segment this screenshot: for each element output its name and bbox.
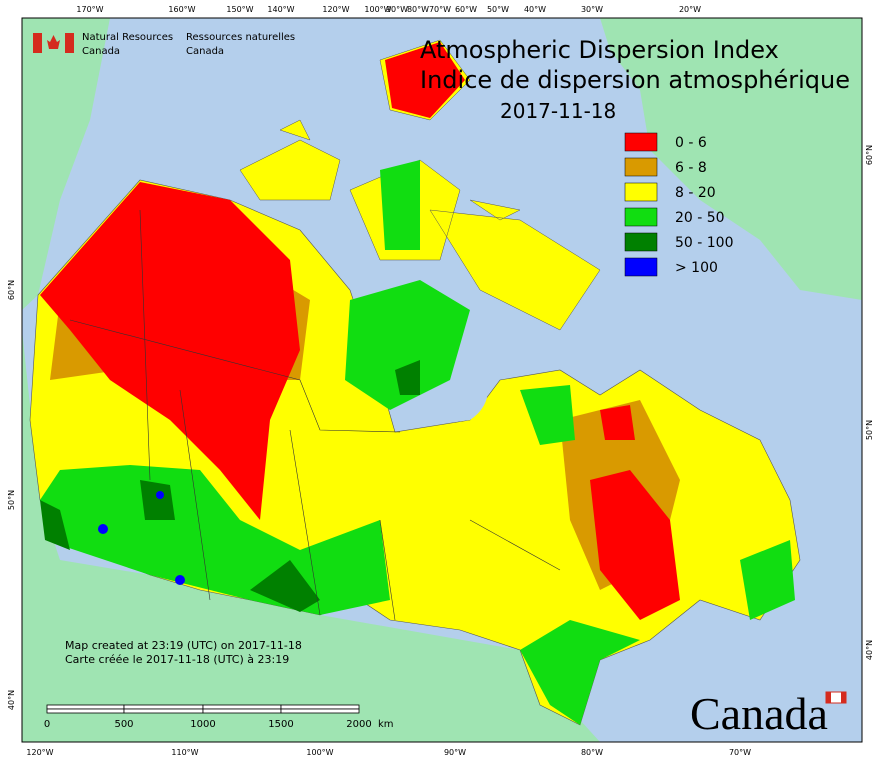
flag-bar [65, 33, 74, 53]
scale-label: 2000 [346, 719, 371, 730]
scale-segment [202, 704, 282, 710]
legend: 0 - 6 6 - 8 8 - 20 20 - 50 50 - 100 > 100 [624, 132, 734, 277]
legend-label: 8 - 20 [675, 185, 716, 201]
latitude-label: 50°N [7, 490, 16, 510]
longitude-label: 100°W [306, 748, 333, 757]
latitude-label: 60°N [865, 145, 874, 165]
latitude-label: 60°N [7, 280, 16, 300]
scale-segment [280, 704, 360, 710]
legend-label: > 100 [675, 260, 718, 276]
legend-label: 20 - 50 [675, 210, 725, 226]
scale-label: 0 [44, 719, 50, 730]
legend-swatch [624, 132, 658, 152]
note: Map created at 23:19 (UTC) on 2017-11-18 [65, 639, 302, 652]
zone-over-100 [98, 524, 108, 534]
map-area [22, 18, 862, 742]
greenland [600, 18, 862, 300]
legend-label: 50 - 100 [675, 235, 734, 251]
scale-label: 1000 [190, 719, 215, 730]
latitude-label: 40°N [865, 640, 874, 660]
longitude-label: 50°W [487, 5, 509, 14]
longitude-label: 140°W [267, 5, 294, 14]
wordmark-flag [826, 692, 831, 703]
legend-swatch [624, 182, 658, 202]
scale-segment [123, 704, 204, 710]
legend-label: 0 - 6 [675, 135, 707, 151]
wordmark-flag [841, 692, 846, 703]
boundaries [69, 209, 561, 621]
note: Carte créée le 2017-11-18 (UTC) à 23:19 [65, 653, 289, 666]
scale-bar: 0 500 1000 1500 2000 km [44, 704, 394, 730]
zone-0-6 [40, 42, 680, 620]
longitude-label: 70°W [429, 5, 451, 14]
longitude-label: 120°W [26, 748, 53, 757]
zone-over-100 [156, 491, 164, 499]
longitude-label: 90°W [444, 748, 466, 757]
agency-fr: Canada [186, 46, 224, 57]
agency-en: Canada [82, 46, 120, 57]
maple-leaf [47, 35, 60, 49]
longitude-label: 100°W [364, 5, 391, 14]
longitude-label: 70°W [729, 748, 751, 757]
scale-segment [280, 708, 360, 714]
longitude-label: 90°W [386, 5, 408, 14]
graticule-labels: 170°W 160°W 150°W 140°W 120°W 100°W90°W80°W 70… [7, 5, 874, 757]
canada-wordmark: Canada [690, 688, 828, 739]
longitude-label: 60°W [455, 5, 477, 14]
wordmark: Canada [690, 688, 847, 739]
title: Atmospheric Dispersion Index [420, 36, 779, 64]
longitude-label: 30°W [581, 5, 603, 14]
legend-swatch [624, 232, 658, 252]
longitude-label: 120°W [322, 5, 349, 14]
frame [21, 17, 863, 743]
scale-segment [46, 708, 125, 714]
legend-label: 6 - 8 [675, 160, 707, 176]
longitude-label: 110°W [171, 748, 198, 757]
longitude-label: 170°W [76, 5, 103, 14]
zone-20-50 [40, 160, 795, 725]
date: 2017-11-18 [500, 99, 616, 123]
agency-block: Natural Resources Canada Ressources natu… [33, 32, 295, 57]
flag-bar [33, 33, 42, 53]
scale-segment [123, 708, 204, 714]
longitude-label: 160°W [168, 5, 195, 14]
latitude-label: 50°N [865, 420, 874, 440]
longitude-label: 80°W [407, 5, 429, 14]
latitude-label: 40°N [7, 690, 16, 710]
scale-segment [202, 708, 282, 714]
legend-swatch [624, 157, 658, 177]
longitude-label: 40°W [524, 5, 546, 14]
scale-label: 500 [114, 719, 133, 730]
scale-label: 1500 [268, 719, 293, 730]
zone-over-100 [175, 575, 185, 585]
alaska [22, 18, 110, 310]
longitude-label: 150°W [226, 5, 253, 14]
title-fr: Indice de dispersion atmosphérique [420, 66, 850, 94]
longitude-label: 20°W [679, 5, 701, 14]
longitude-label: 80°W [581, 748, 603, 757]
usa [22, 330, 600, 742]
scale-unit: km [378, 719, 394, 730]
agency-fr: Ressources naturelles [186, 32, 295, 43]
agency-en: Natural Resources [82, 32, 173, 43]
legend-swatch [624, 257, 658, 277]
legend-swatch [624, 207, 658, 227]
scale-segment [46, 704, 125, 710]
